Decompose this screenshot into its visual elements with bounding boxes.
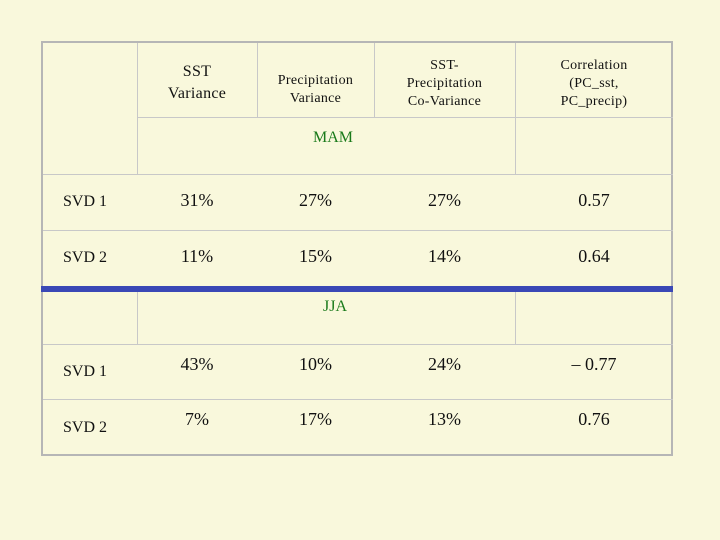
covariance-value: 24% xyxy=(428,353,461,374)
column-divider xyxy=(137,43,138,174)
header-covariance: SST- Precipitation Co-Variance xyxy=(406,58,483,109)
correlation-value: 0.57 xyxy=(578,189,610,210)
covariance-value: 27% xyxy=(428,189,461,210)
row-divider xyxy=(43,399,673,400)
precip-variance-value: 27% xyxy=(299,189,332,210)
column-divider xyxy=(374,43,375,118)
row-label: SVD 1 xyxy=(63,193,108,210)
svd-results-table: SST Variance Precipitation Variance SST-… xyxy=(41,41,673,456)
correlation-value: – 0.77 xyxy=(571,353,617,374)
season-label-mam: MAM xyxy=(312,129,353,146)
correlation-value: 0.64 xyxy=(578,245,610,266)
precip-variance-value: 15% xyxy=(299,245,332,266)
row-label: SVD 1 xyxy=(63,363,108,380)
sst-variance-value: 7% xyxy=(185,408,209,429)
header-correlation: Correlation (PC_sst, PC_precip) xyxy=(560,58,628,109)
sst-variance-value: 11% xyxy=(180,245,214,266)
column-divider xyxy=(515,43,516,174)
sst-variance-value: 43% xyxy=(180,353,214,374)
row-label: SVD 2 xyxy=(63,418,108,436)
precip-variance-value: 10% xyxy=(299,353,332,374)
row-divider xyxy=(43,344,673,345)
column-divider xyxy=(137,291,138,345)
header-precipitation-variance: Precipitation Variance xyxy=(277,73,354,106)
row-divider xyxy=(43,230,673,231)
season-label-jja: JJA xyxy=(322,298,347,315)
row-label: SVD 2 xyxy=(63,249,108,266)
covariance-value: 13% xyxy=(428,408,461,429)
sst-variance-value: 31% xyxy=(180,189,214,210)
column-divider xyxy=(257,43,258,118)
correlation-value: 0.76 xyxy=(578,408,610,429)
header-sst-variance: SST Variance xyxy=(167,63,227,102)
precip-variance-value: 17% xyxy=(299,408,332,429)
covariance-value: 14% xyxy=(428,245,461,266)
row-divider xyxy=(43,174,673,175)
section-divider xyxy=(41,286,673,292)
row-divider xyxy=(137,117,673,118)
column-divider xyxy=(515,291,516,345)
